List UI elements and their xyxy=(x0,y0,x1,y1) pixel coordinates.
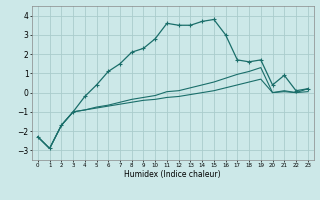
X-axis label: Humidex (Indice chaleur): Humidex (Indice chaleur) xyxy=(124,170,221,179)
